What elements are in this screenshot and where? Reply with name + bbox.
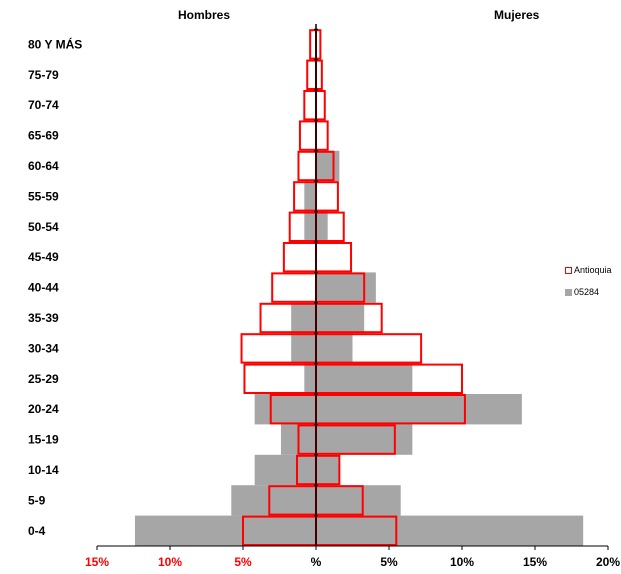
bar-antioquia-hombres-13 (298, 120, 318, 151)
left-side-label: Hombres (178, 8, 231, 22)
age-group-label-7: 35-39 (28, 311, 59, 325)
legend-label-05284: 05284 (574, 287, 600, 297)
age-group-label-1: 5-9 (28, 493, 46, 507)
age-group-label-8: 40-44 (28, 281, 59, 295)
bar-antioquia-mujeres-13 (315, 120, 329, 151)
x-tick-label-5: 10% (450, 555, 474, 569)
legend-item-05284: 05284 (565, 287, 599, 297)
bar-05284-mujeres-6 (316, 333, 353, 364)
age-group-label-0: 0-4 (28, 524, 46, 538)
bar-antioquia-hombres-14 (303, 90, 318, 121)
bar-antioquia-mujeres-11 (315, 181, 339, 212)
age-group-label-3: 15-19 (28, 433, 59, 447)
x-tick-label-7: 20% (596, 555, 620, 569)
bar-05284-mujeres-0 (316, 515, 584, 546)
x-tick-label-6: 15% (523, 555, 547, 569)
bar-antioquia-hombres-12 (297, 150, 318, 182)
bar-05284-hombres-0 (134, 515, 316, 546)
bar-antioquia-hombres-8 (271, 272, 318, 303)
legend-label-antioquia: Antioquia (574, 265, 612, 275)
x-tick-label-0: 15% (85, 555, 109, 569)
age-group-label-10: 50-54 (28, 220, 59, 234)
bar-05284-hombres-10 (304, 211, 316, 242)
bar-05284-mujeres-10 (316, 211, 328, 242)
age-group-label-15: 75-79 (28, 68, 59, 82)
age-group-label-14: 70-74 (28, 98, 59, 112)
age-group-label-13: 65-69 (28, 129, 59, 143)
bar-05284-mujeres-4 (316, 394, 522, 425)
legend-swatch-antioquia (565, 266, 572, 274)
age-group-label-12: 60-64 (28, 159, 59, 173)
bar-05284-mujeres-5 (316, 363, 413, 394)
right-side-label: Mujeres (494, 8, 540, 22)
bar-05284-hombres-1 (231, 485, 316, 516)
x-tick-label-4: 5% (380, 555, 398, 569)
bar-05284-hombres-7 (291, 302, 316, 334)
age-group-label-5: 25-29 (28, 372, 59, 386)
legend-swatch-05284 (565, 288, 572, 296)
bar-05284-mujeres-8 (316, 272, 376, 303)
bar-antioquia-hombres-15 (306, 59, 317, 90)
age-group-label-2: 10-14 (28, 463, 59, 477)
bar-05284-hombres-5 (304, 363, 316, 394)
bar-05284-hombres-2 (254, 454, 316, 486)
bar-05284-mujeres-12 (316, 150, 340, 182)
bar-05284-mujeres-7 (316, 302, 365, 334)
x-tick-label-1: 10% (158, 555, 182, 569)
bar-05284-hombres-6 (291, 333, 316, 364)
bar-antioquia-hombres-9 (282, 242, 318, 273)
age-group-label-6: 30-34 (28, 341, 59, 355)
age-group-label-16: 80 Y MÁS (28, 36, 82, 51)
bar-05284-mujeres-2 (316, 454, 340, 486)
bar-antioquia-mujeres-9 (315, 242, 353, 273)
bar-05284-mujeres-1 (316, 485, 401, 516)
bar-05284-hombres-4 (254, 394, 316, 425)
x-tick-label-2: 5% (234, 555, 252, 569)
age-group-label-4: 20-24 (28, 402, 59, 416)
bar-05284-mujeres-3 (316, 424, 413, 455)
legend-item-antioquia: Antioquia (565, 265, 612, 275)
bar-antioquia-mujeres-15 (315, 59, 323, 90)
bar-antioquia-mujeres-14 (315, 90, 326, 121)
age-group-label-11: 55-59 (28, 189, 59, 203)
bar-05284-hombres-11 (304, 181, 316, 212)
age-group-label-9: 45-49 (28, 250, 59, 264)
x-tick-label-3: % (311, 555, 322, 569)
